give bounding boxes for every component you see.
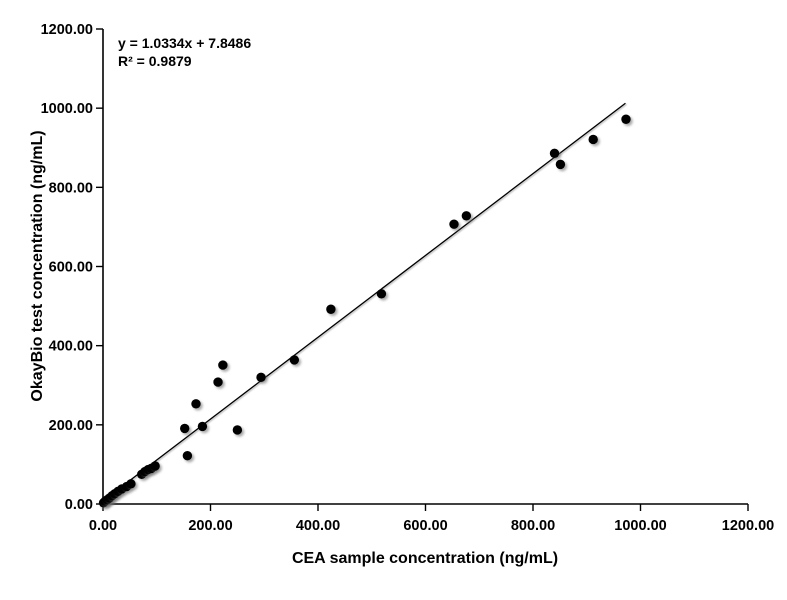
y-tick-label: 600.00 xyxy=(49,260,93,276)
y-tick-label: 1200.00 xyxy=(41,22,93,38)
data-point xyxy=(588,134,598,145)
x-tick-label: 1000.00 xyxy=(614,518,666,534)
y-axis-title: OkayBio test concentration (ng/mL) xyxy=(29,130,46,401)
y-tick-label: 800.00 xyxy=(49,180,93,196)
x-tick-label: 400.00 xyxy=(296,518,340,534)
trendline xyxy=(102,102,626,502)
data-point xyxy=(555,159,566,170)
r-squared-label: R² = 0.9879 xyxy=(118,53,192,69)
data-point xyxy=(256,372,266,383)
data-point xyxy=(449,219,459,229)
data-point xyxy=(182,451,193,461)
x-axis-title: CEA sample concentration (ng/mL) xyxy=(292,550,558,567)
data-point xyxy=(376,289,387,299)
x-tick-label: 0.00 xyxy=(89,518,117,534)
plot-layer: 0.00 200.00 400.00 600.00 800.00 1000.00 1200.… xyxy=(41,22,775,534)
data-point xyxy=(180,423,190,434)
data-point xyxy=(191,399,201,409)
data-point xyxy=(150,461,160,471)
data-point xyxy=(461,211,472,221)
data-point xyxy=(289,355,300,365)
y-tick-label: 400.00 xyxy=(49,339,93,355)
data-point xyxy=(218,360,228,370)
x-tick-label: 1200.00 xyxy=(722,518,774,534)
x-tick-label: 600.00 xyxy=(403,518,447,534)
x-tick-label: 200.00 xyxy=(188,518,232,534)
data-point xyxy=(326,304,336,314)
y-tick-label: 0.00 xyxy=(65,497,93,513)
data-point xyxy=(197,421,208,432)
trendline-equation-label: y = 1.0334x + 7.8486 xyxy=(118,35,251,51)
data-point xyxy=(232,425,243,435)
x-tick-label: 800.00 xyxy=(511,518,555,534)
data-point xyxy=(213,377,223,387)
data-point xyxy=(621,114,631,124)
y-tick-label: 1000.00 xyxy=(41,101,93,117)
data-point xyxy=(126,479,136,489)
y-tick-label: 200.00 xyxy=(49,418,93,434)
data-point xyxy=(549,148,560,158)
